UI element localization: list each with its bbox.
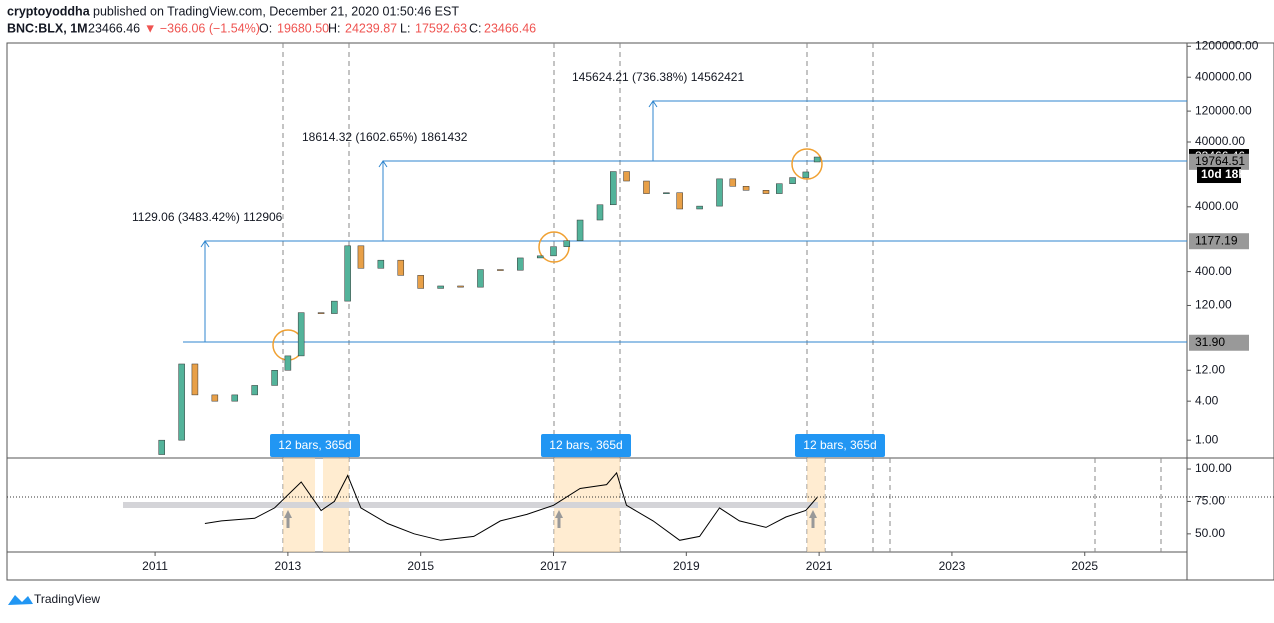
low: 17592.63 <box>415 21 467 35</box>
x-tick-label: 2011 <box>142 559 168 573</box>
candle <box>676 192 683 210</box>
annotation: 18614.32 (1602.65%) 1861432 <box>302 130 468 144</box>
x-tick-label: 2019 <box>673 559 700 573</box>
band <box>123 502 818 508</box>
bar-label-boxes <box>270 434 885 457</box>
annotation: 1129.06 (3483.42%) 112906 <box>132 210 283 224</box>
y-tick-label: 120000.00 <box>1195 103 1252 117</box>
highlight-circles <box>272 148 823 361</box>
price-label-box <box>1189 233 1249 250</box>
footer: TradingView <box>34 592 100 606</box>
arrows <box>284 510 817 528</box>
countdown: 10d 18h <box>1201 167 1246 181</box>
candle <box>623 171 630 182</box>
y-tick-label: 120.00 <box>1195 298 1232 312</box>
last: 23466.46 <box>88 21 140 35</box>
candle <box>776 183 783 194</box>
bar-label: 12 bars, 365d <box>803 438 876 452</box>
candle <box>742 186 750 191</box>
price-label-box <box>1189 153 1249 170</box>
candle <box>377 259 385 269</box>
change: ▼ −366.06 (−1.54%) <box>144 21 260 35</box>
high: 24239.87 <box>345 21 397 35</box>
candle <box>317 312 325 314</box>
x-tick-label: 2015 <box>407 559 434 573</box>
candle <box>457 285 464 288</box>
symbol: BNC:BLX, 1M <box>7 21 88 35</box>
y-tick-label: 75.00 <box>1195 494 1225 508</box>
candle <box>716 178 723 207</box>
candle <box>284 355 292 371</box>
y-tick-label: 1200000.00 <box>1195 38 1259 52</box>
price-label-box <box>1189 334 1249 351</box>
publisher: cryptoyoddha <box>7 4 91 18</box>
c-label: C: <box>469 21 482 35</box>
candle <box>417 275 424 289</box>
y-tick-label: 40000.00 <box>1195 134 1245 148</box>
close: 23466.46 <box>484 21 536 35</box>
candle <box>550 246 557 257</box>
candle <box>789 177 796 184</box>
y-tick-label: 4000.00 <box>1195 199 1239 213</box>
candle <box>576 219 584 241</box>
y-tick-label: 12.00 <box>1195 362 1225 376</box>
candle <box>251 385 258 396</box>
x-tick-label: 2025 <box>1071 559 1098 573</box>
y-tick-label: 400000.00 <box>1195 69 1252 83</box>
x-tick-label: 2023 <box>939 559 966 573</box>
price-label: 31.90 <box>1195 335 1225 349</box>
candle <box>696 205 703 210</box>
candle <box>517 257 524 271</box>
candle <box>802 171 810 178</box>
countdown-box <box>1197 167 1241 184</box>
candle <box>477 269 484 288</box>
candle <box>397 259 405 276</box>
candle <box>231 394 239 402</box>
y-tick-label: 50.00 <box>1195 526 1225 540</box>
candle <box>344 245 351 302</box>
annotation: 145624.21 (736.38%) 14562421 <box>572 70 744 84</box>
candle <box>158 439 165 455</box>
bar-label: 12 bars, 365d <box>278 438 351 452</box>
candle <box>610 171 617 206</box>
indicator-line <box>204 471 818 541</box>
candle <box>729 178 737 187</box>
y-tick-label: 400.00 <box>1195 264 1232 278</box>
candle <box>497 269 504 271</box>
candle <box>536 255 544 259</box>
measurements <box>183 100 1187 343</box>
o-label: O: <box>259 21 272 35</box>
candle <box>437 285 444 289</box>
open: 19680.50 <box>277 21 329 35</box>
y-tick-label: 100.00 <box>1195 461 1232 475</box>
candle <box>271 370 278 386</box>
bar-label: 12 bars, 365d <box>549 438 622 452</box>
price-label: 19764.51 <box>1195 154 1245 168</box>
x-tick-label: 2017 <box>540 559 567 573</box>
candle <box>813 156 821 163</box>
candle <box>297 312 305 357</box>
published: published on TradingView.com, December 2… <box>93 4 459 18</box>
candle <box>191 363 199 396</box>
candle <box>762 190 770 194</box>
candle <box>596 204 604 221</box>
y-tick-label: 1.00 <box>1195 432 1219 446</box>
cycle-lines <box>282 43 1162 552</box>
logo <box>8 595 33 605</box>
candle <box>357 245 365 269</box>
h-label: H: <box>328 21 341 35</box>
candle <box>178 363 185 441</box>
candle <box>663 192 670 194</box>
candle <box>563 240 571 247</box>
candle <box>643 180 650 194</box>
l-label: L: <box>400 21 410 35</box>
candle <box>331 300 338 314</box>
candle <box>211 394 219 402</box>
x-tick-label: 2013 <box>275 559 302 573</box>
x-tick-label: 2021 <box>806 559 833 573</box>
frame <box>6 42 1274 581</box>
y-tick-label: 4.00 <box>1195 393 1219 407</box>
price-label: 1177.19 <box>1195 233 1238 247</box>
